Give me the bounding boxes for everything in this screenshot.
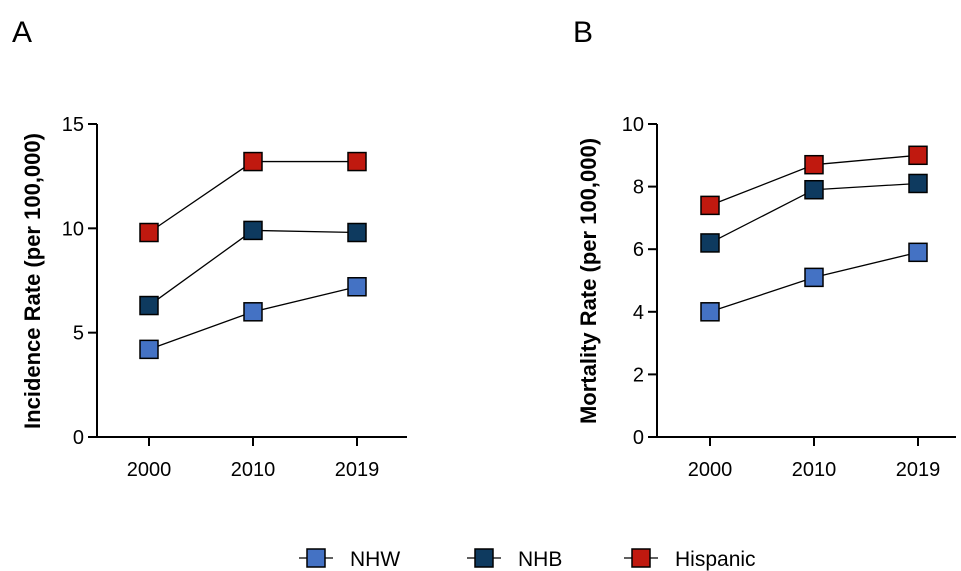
data-point-hispanic bbox=[348, 153, 366, 171]
x-tick-label: 2019 bbox=[335, 459, 380, 481]
y-tick-label: 6 bbox=[633, 239, 644, 261]
legend-label-nhb: NHB bbox=[518, 548, 562, 571]
data-point-nhb bbox=[244, 221, 262, 239]
y-tick-label: 0 bbox=[633, 427, 644, 449]
data-point-hispanic bbox=[805, 156, 823, 174]
y-tick-label: 10 bbox=[622, 114, 644, 136]
legend-item-hispanic: Hispanic bbox=[624, 548, 756, 571]
data-point-nhb bbox=[909, 174, 927, 192]
x-tick-label: 2000 bbox=[688, 459, 733, 481]
legend: NHW NHB Hispanic bbox=[299, 548, 756, 571]
panel-b-lines bbox=[710, 155, 918, 311]
data-point-nhw bbox=[140, 340, 158, 358]
y-tick-label: 15 bbox=[62, 114, 84, 136]
panel-b-letter: B bbox=[573, 16, 593, 49]
data-point-nhb bbox=[140, 297, 158, 315]
legend-label-nhw: NHW bbox=[350, 548, 400, 571]
legend-marker-nhb bbox=[475, 549, 493, 567]
y-tick-label: 0 bbox=[73, 427, 84, 449]
y-tick-label: 8 bbox=[633, 177, 644, 199]
panel-a-y-axis-title: Incidence Rate (per 100,000) bbox=[20, 133, 45, 429]
panel-b-chart: B Mortality Rate (per 100,000) 0 2 4 6 8 10 20… bbox=[573, 16, 956, 481]
x-tick-label: 2010 bbox=[792, 459, 837, 481]
legend-marker-hispanic bbox=[632, 549, 650, 567]
data-point-nhw bbox=[244, 303, 262, 321]
data-point-nhb bbox=[348, 224, 366, 242]
x-tick-label: 2010 bbox=[231, 459, 276, 481]
y-tick-label: 4 bbox=[633, 302, 644, 324]
panel-b-y-axis-title: Mortality Rate (per 100,000) bbox=[576, 138, 601, 424]
legend-item-nhb: NHB bbox=[467, 548, 562, 571]
data-point-hispanic bbox=[244, 153, 262, 171]
data-point-nhw bbox=[909, 243, 927, 261]
data-point-hispanic bbox=[701, 196, 719, 214]
legend-item-nhw: NHW bbox=[299, 548, 400, 571]
y-tick-label: 2 bbox=[633, 364, 644, 386]
y-tick-label: 5 bbox=[73, 323, 84, 345]
y-tick-label: 10 bbox=[62, 218, 84, 240]
data-point-nhb bbox=[701, 234, 719, 252]
x-tick-label: 2019 bbox=[896, 459, 941, 481]
legend-marker-nhw bbox=[307, 549, 325, 567]
data-point-nhb bbox=[805, 181, 823, 199]
data-point-hispanic bbox=[909, 146, 927, 164]
data-point-nhw bbox=[805, 268, 823, 286]
panel-a-markers bbox=[140, 153, 366, 359]
panel-b-axes: 0 2 4 6 8 10 2000 2010 2019 bbox=[622, 114, 956, 481]
x-tick-label: 2000 bbox=[127, 459, 172, 481]
panel-a-letter: A bbox=[12, 16, 32, 49]
data-point-hispanic bbox=[140, 224, 158, 242]
legend-label-hispanic: Hispanic bbox=[675, 548, 756, 571]
data-point-nhw bbox=[701, 303, 719, 321]
panel-b-markers bbox=[701, 146, 927, 320]
panel-a-chart: A Incidence Rate (per 100,000) 0 5 10 15 200… bbox=[12, 16, 407, 481]
data-point-nhw bbox=[348, 278, 366, 296]
